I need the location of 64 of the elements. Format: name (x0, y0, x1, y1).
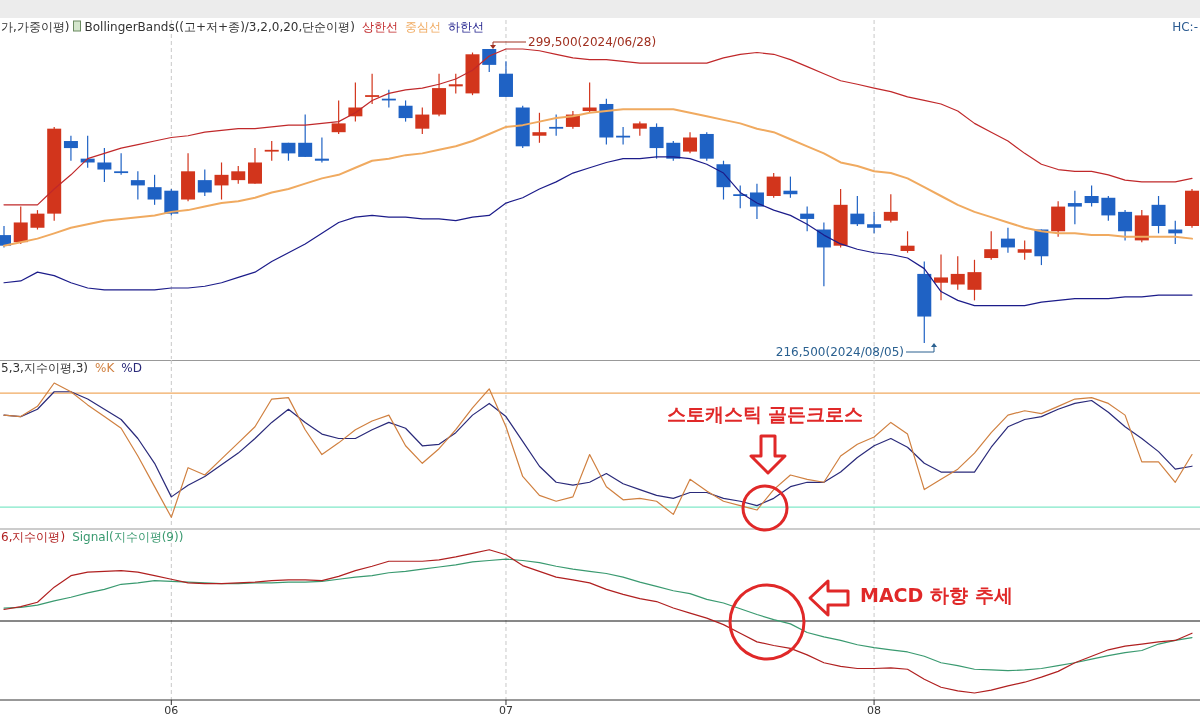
candlestick (130, 170, 145, 201)
candlestick (147, 174, 162, 206)
candlestick (264, 140, 279, 162)
text: 상한선 (362, 20, 398, 34)
candlestick (1101, 195, 1116, 222)
candlestick (114, 152, 129, 176)
candlestick (900, 230, 915, 254)
candlestick (749, 183, 764, 220)
candlestick (984, 230, 999, 261)
text: 6,지수이평) (1, 530, 66, 544)
candlestick (883, 193, 898, 224)
candlestick (13, 205, 28, 245)
text: 하한선 (448, 20, 484, 34)
candlestick (1017, 239, 1032, 261)
text: %K (95, 361, 116, 375)
candlestick (1118, 209, 1133, 241)
candlestick (683, 131, 698, 154)
candlestick (498, 60, 513, 98)
candlestick (867, 211, 882, 234)
candlestick (1067, 190, 1082, 225)
candlestick (298, 113, 313, 158)
candlestick (197, 168, 212, 197)
text: HC:- (1172, 20, 1198, 34)
candlestick (331, 99, 346, 135)
annotation: MACD 하향 추세 (860, 584, 1013, 606)
candlestick (398, 99, 413, 123)
candlestick (97, 147, 112, 183)
candlestick (950, 255, 965, 291)
candlestick (1000, 227, 1015, 254)
candlestick (800, 205, 815, 232)
chart-title: 5,3,지수이평,3) (1, 361, 89, 375)
x-tick-label: 06 (164, 704, 179, 717)
text: 중심선 (405, 20, 441, 34)
text: %D (121, 361, 142, 375)
annotation: 299,500(2024/06/28) (528, 35, 657, 49)
candlestick (716, 160, 731, 201)
candlestick (214, 161, 229, 201)
candlestick (532, 112, 547, 144)
text: 216,500(2024/08/05) (775, 345, 904, 359)
candlestick (967, 259, 982, 301)
candlestick (766, 172, 781, 199)
candlestick (850, 195, 865, 227)
text: Signal(지수이평(9)) (72, 530, 184, 544)
chart-subtitle: BollingerBands((고+저+종)/3,2,0,20,단순이평) (84, 20, 355, 34)
candlestick (1151, 195, 1166, 234)
candlestick (549, 113, 564, 137)
chart-title: 가,가중이평) (1, 20, 70, 34)
annotation: 스토캐스틱 골든크로스 (666, 403, 864, 425)
candlestick (448, 73, 463, 94)
candlestick (247, 147, 262, 185)
candlestick (1084, 184, 1099, 208)
candlestick (314, 136, 329, 164)
candlestick (934, 253, 949, 301)
candlestick (63, 135, 78, 162)
x-tick-label: 07 (498, 704, 513, 717)
candlestick (482, 48, 497, 73)
candlestick (365, 73, 380, 105)
candlestick (164, 188, 179, 216)
candlestick (30, 209, 45, 231)
candlestick (649, 122, 664, 160)
candlestick (733, 184, 748, 209)
candlestick (666, 140, 681, 162)
x-tick-label: 08 (867, 704, 882, 717)
candlestick (415, 106, 430, 135)
